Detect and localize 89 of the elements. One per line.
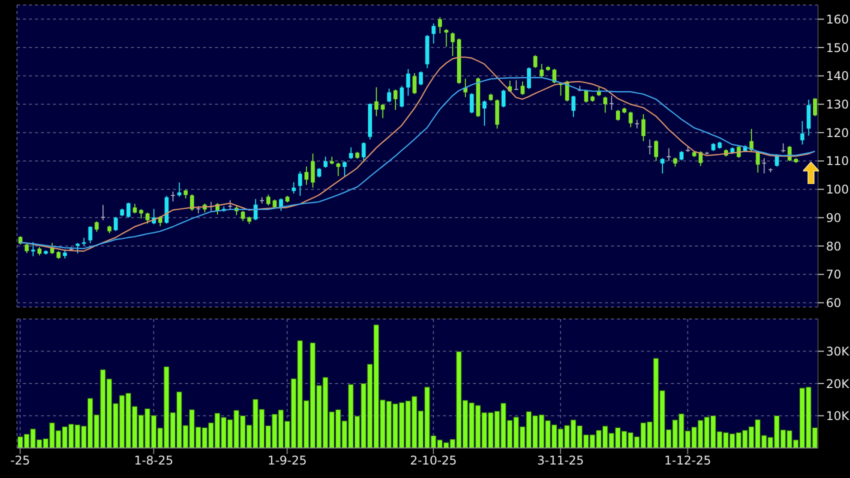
x-tick-label: 2-10-25 — [410, 454, 457, 468]
candlestick — [298, 170, 302, 196]
candlestick — [412, 72, 417, 95]
candlestick — [641, 114, 646, 142]
candlestick — [114, 216, 118, 232]
candlestick — [292, 182, 296, 194]
candlestick — [139, 208, 144, 220]
candlestick — [228, 200, 232, 210]
candlestick — [482, 100, 486, 126]
candlestick — [571, 95, 576, 118]
candlestick — [348, 146, 353, 160]
candlestick — [406, 68, 410, 96]
y-tick-label: 80 — [826, 239, 842, 254]
candlestick — [126, 202, 130, 218]
candlestick — [648, 138, 652, 155]
candlestick — [170, 191, 175, 202]
candlestick — [514, 80, 518, 90]
y-tick-label: 130 — [826, 98, 849, 112]
candlestick — [31, 242, 36, 257]
y-tick-label: 20K — [826, 376, 850, 391]
candlestick — [317, 168, 322, 178]
candlestick — [362, 142, 366, 163]
x-tick-label: 1-8-25 — [134, 454, 174, 468]
candlestick — [279, 198, 284, 212]
candlestick — [374, 86, 378, 117]
candlestick — [450, 32, 455, 57]
candlestick — [660, 158, 664, 174]
candlestick — [324, 156, 328, 168]
candlestick — [520, 81, 525, 96]
candlestick — [146, 212, 150, 224]
candlestick — [101, 204, 106, 221]
candlestick — [387, 88, 392, 103]
y-tick-label: 110 — [826, 154, 849, 168]
candlestick — [540, 63, 544, 78]
candlestick — [304, 166, 308, 186]
candlestick — [240, 210, 245, 222]
candlestick — [380, 103, 385, 119]
candlestick — [533, 54, 538, 68]
candlestick — [444, 28, 448, 48]
candlestick — [680, 150, 684, 161]
y-tick-label: 150 — [826, 40, 849, 55]
y-tick-label: 10K — [826, 409, 850, 424]
y-tick-label: 100 — [826, 182, 849, 197]
candlestick — [88, 226, 92, 244]
candlestick — [502, 89, 506, 108]
candlestick — [666, 148, 671, 162]
candlestick — [654, 140, 658, 162]
candlestick — [254, 198, 258, 221]
candlestick — [400, 85, 404, 108]
candlestick — [813, 98, 818, 117]
candlestick — [800, 120, 804, 146]
x-tick-label: -25 — [10, 454, 30, 468]
candlestick — [603, 96, 608, 114]
candlestick — [584, 89, 588, 104]
candlestick — [342, 160, 347, 176]
candlestick — [463, 78, 468, 98]
y-tick-label: 90 — [826, 210, 842, 225]
candlestick — [610, 95, 614, 110]
candlestick — [628, 111, 633, 128]
candlestick — [552, 68, 556, 84]
y-tick-label: 60 — [826, 296, 842, 310]
candlestick — [266, 194, 270, 206]
candlestick — [616, 109, 620, 122]
y-tick-label: 30K — [826, 344, 850, 359]
x-tick-label: 3-11-25 — [537, 454, 584, 468]
candlestick — [806, 99, 811, 136]
y-tick-label: 140 — [826, 69, 849, 84]
x-tick-label: 1-12-25 — [664, 454, 712, 468]
candlestick — [781, 142, 786, 153]
candlestick — [470, 92, 474, 114]
candlestick — [94, 220, 99, 232]
candlestick — [310, 153, 315, 188]
candlestick — [177, 182, 182, 198]
candlestick — [418, 70, 423, 86]
candlestick — [393, 89, 398, 110]
candlestick — [132, 203, 137, 214]
candlestick — [698, 150, 703, 167]
candlestick — [762, 158, 766, 174]
y-tick-label: 160 — [826, 12, 849, 26]
candlestick — [190, 194, 194, 212]
y-tick-label: 70 — [826, 268, 842, 282]
candlestick — [526, 66, 531, 90]
candlestick — [24, 243, 29, 254]
y-tick-label: 120 — [826, 126, 849, 140]
x-tick-label: 1-9-25 — [268, 454, 307, 468]
candlestick — [438, 16, 442, 34]
candlestick — [673, 157, 678, 168]
candlestick — [432, 22, 436, 44]
candlestick — [336, 162, 340, 176]
